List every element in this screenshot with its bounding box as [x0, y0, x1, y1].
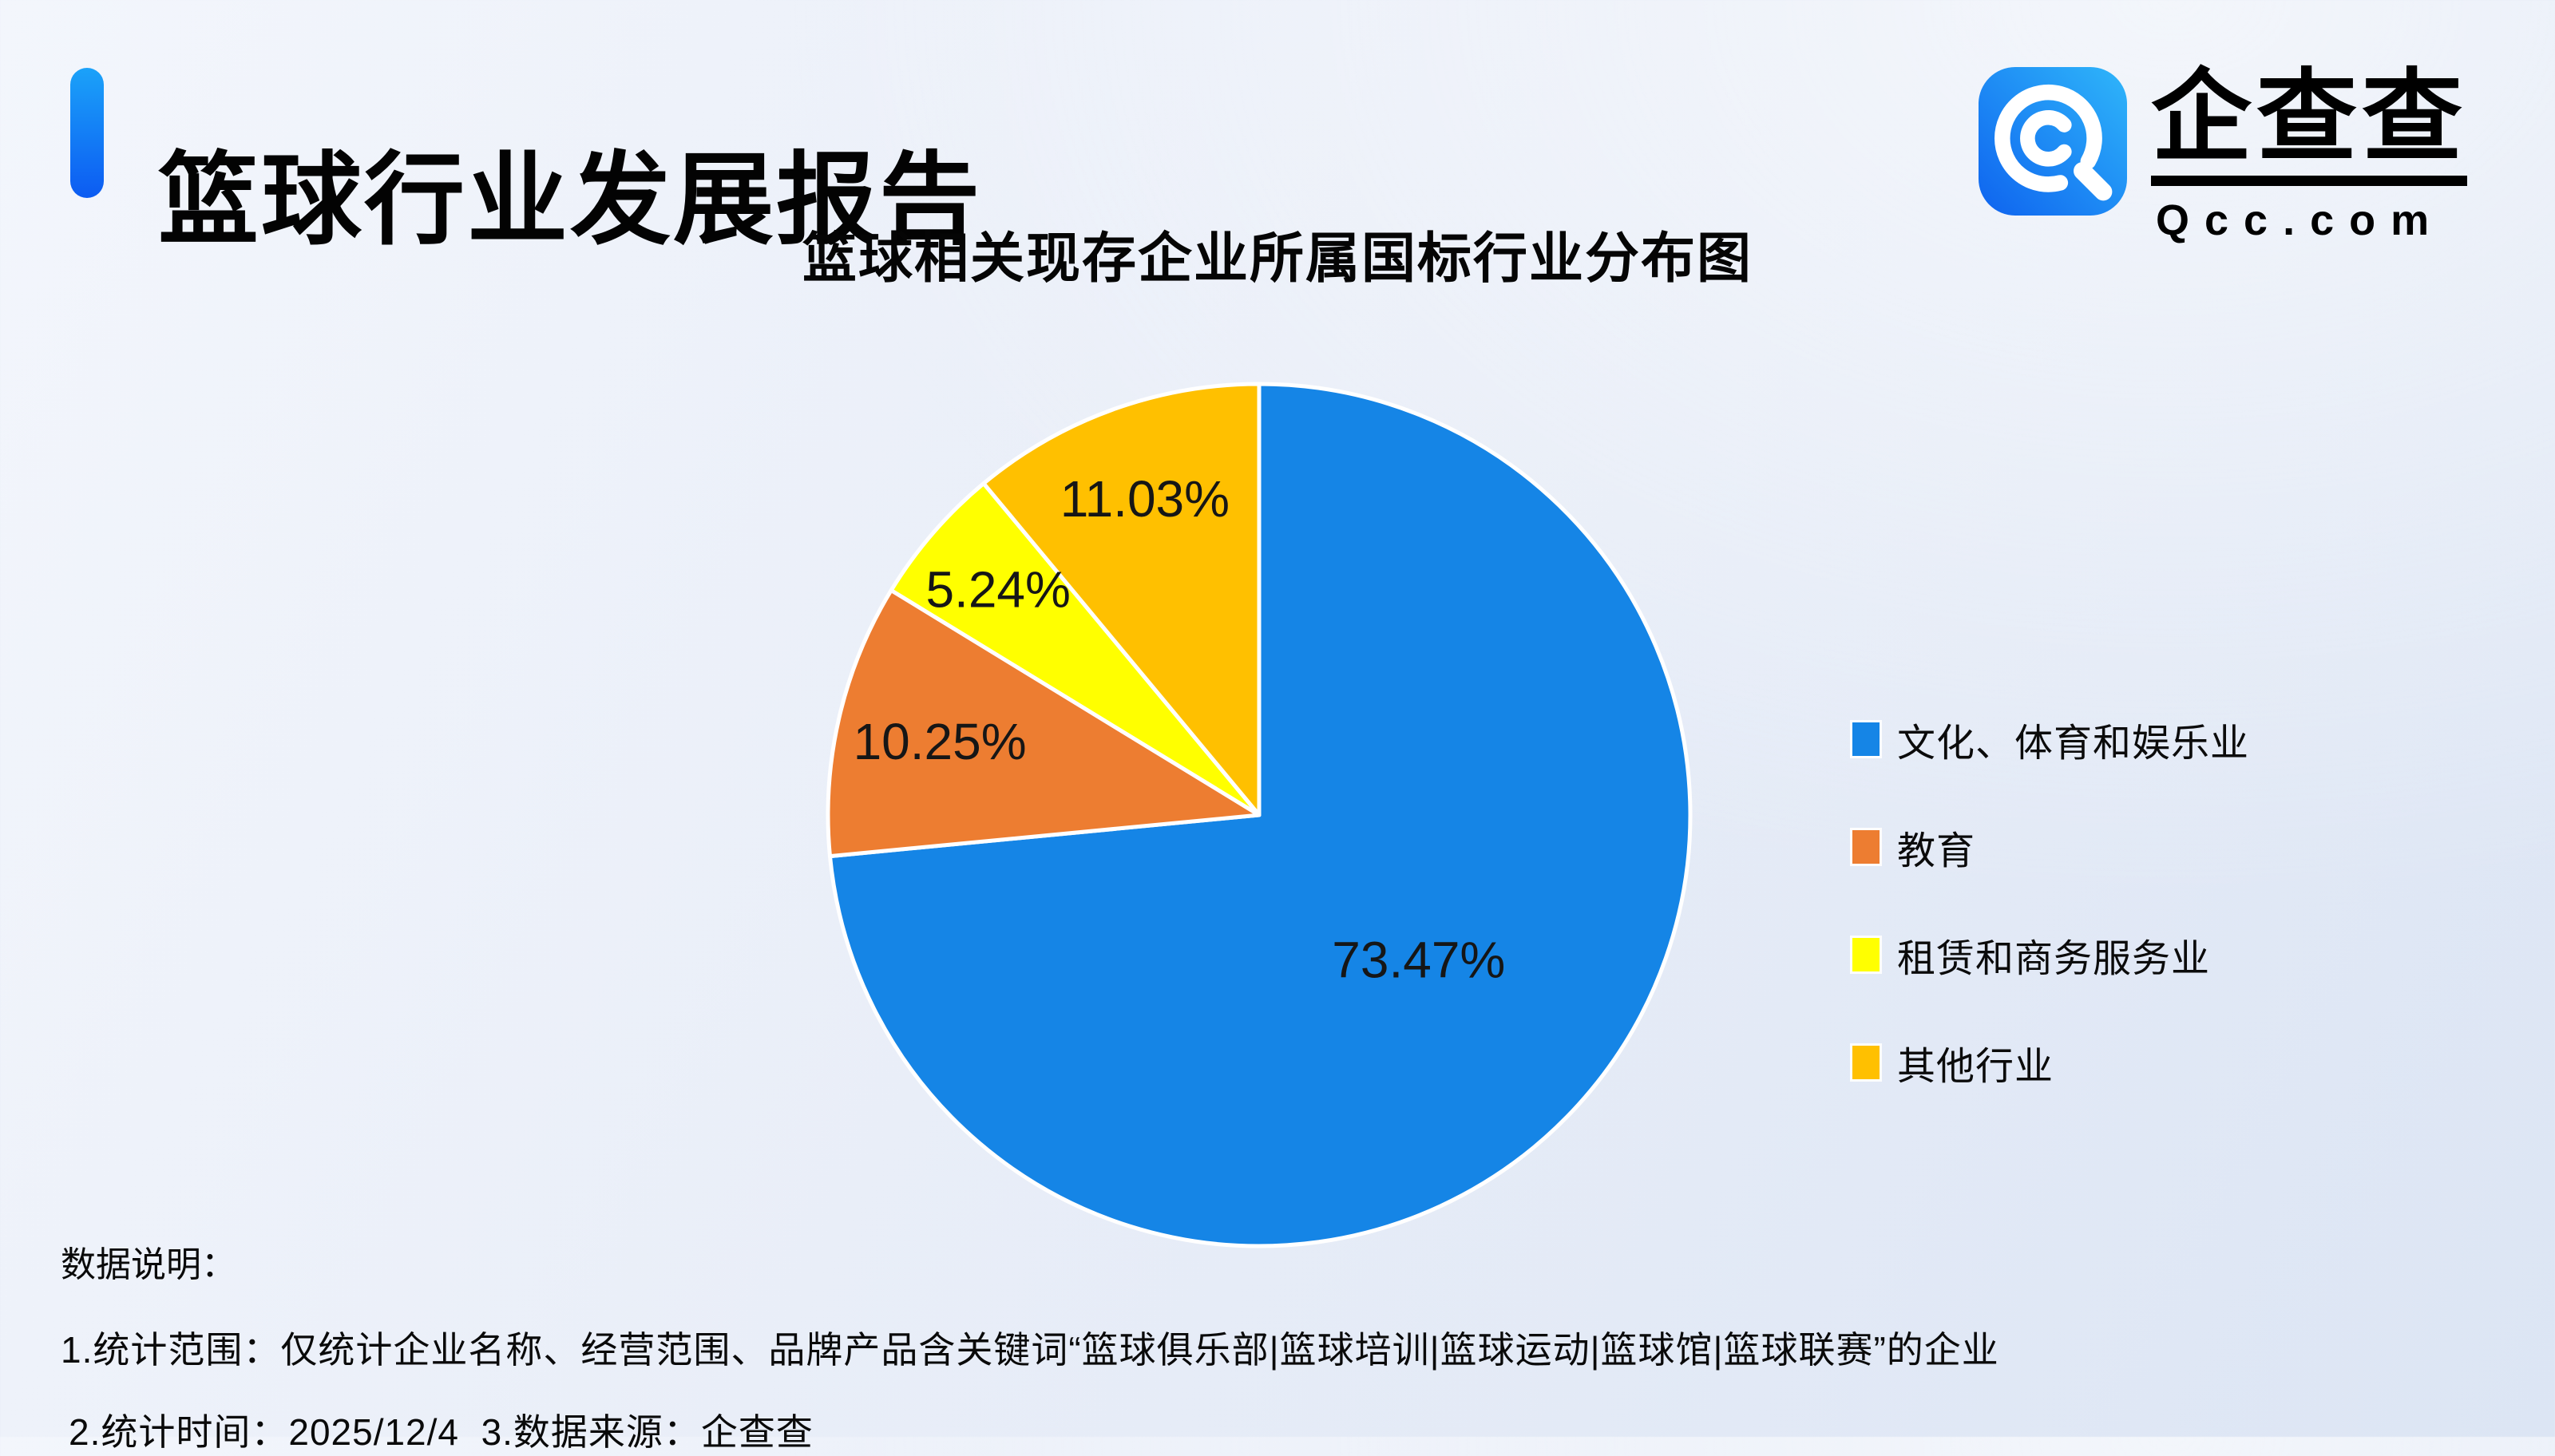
legend-swatch — [1852, 938, 1880, 971]
pie-chart: 73.47% 10.25% 5.24% 11.03% — [759, 343, 1765, 1269]
title-accent-bar — [70, 68, 104, 198]
legend-swatch — [1852, 1046, 1880, 1079]
slice-label-4: 11.03% — [1060, 470, 1230, 528]
chart-title: 篮球相关现存企业所属国标行业分布图 — [802, 228, 1753, 289]
legend-item-4: 其他行业 — [1852, 1040, 2249, 1088]
magnifier-q-icon — [1994, 84, 2113, 201]
qcc-logo-name: 企查查 — [2151, 67, 2467, 186]
legend-label: 文化、体育和娱乐业 — [1897, 722, 2250, 765]
page-title: 篮球行业发展报告 — [158, 143, 982, 256]
pie-slice-4 — [981, 382, 1262, 817]
slice-label-3: 5.24% — [925, 560, 1070, 618]
qcc-logo-icon — [1979, 67, 2127, 216]
slice-label-2: 10.25% — [854, 713, 1027, 770]
notes-heading: 数据说明： — [61, 1245, 236, 1284]
legend-label: 租赁和商务服务业 — [1897, 938, 2211, 980]
pie-slice-2 — [826, 588, 1262, 859]
legend-label: 其他行业 — [1897, 1046, 2054, 1088]
pie-svg: 73.47% 10.25% 5.24% 11.03% — [826, 382, 1693, 1248]
qcc-logo: 企查查 Qcc.com — [1979, 67, 2467, 245]
legend-swatch — [1852, 722, 1880, 756]
chart-legend: 文化、体育和娱乐业 教育租赁和商务服务业 其他行业 — [1852, 717, 2249, 1148]
qcc-logo-text: 企查查 Qcc.com — [2151, 67, 2467, 245]
notes-line-scope: 1.统计范围：仅统计企业名称、经营范围、品牌产品含关键词“篮球俱乐部|篮球培训|… — [61, 1329, 1999, 1371]
qcc-logo-domain: Qcc.com — [2156, 196, 2445, 244]
notes-line-time-source: 2.统计时间：2025/12/4 3.数据来源：企查查 — [69, 1411, 814, 1453]
pie-slice-3 — [889, 481, 1262, 817]
legend-item-1: 文化、体育和娱乐业 — [1852, 717, 2249, 765]
legend-swatch — [1852, 830, 1880, 864]
legend-item-2: 教育 — [1852, 825, 2249, 872]
legend-item-3: 租赁和商务服务业 — [1852, 932, 2249, 980]
slice-label-1: 73.47% — [1332, 932, 1505, 989]
legend-label: 教育 — [1897, 830, 1976, 872]
data-notes: 数据说明： 1.统计范围：仅统计企业名称、经营范围、品牌产品含关键词“篮球俱乐部… — [61, 1236, 1999, 1456]
